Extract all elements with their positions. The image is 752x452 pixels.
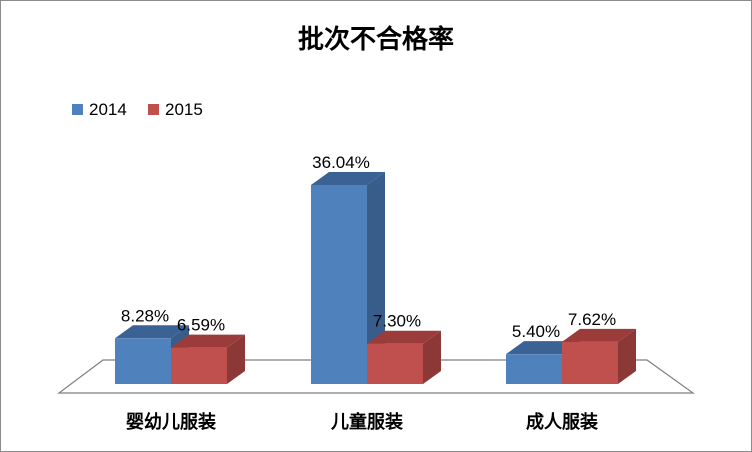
category-label-1: 婴幼儿服装 [126,411,216,433]
chart-title: 批次不合格率 [298,24,454,55]
bar-side [227,334,245,384]
chart-floor [57,359,695,394]
bar-front [562,341,618,384]
data-label-2014-1: 8.28% [121,306,169,325]
data-label-2015-1: 6.59% [177,316,225,335]
data-label-2015-3: 7.62% [568,310,616,329]
bar-top [367,330,441,344]
bar-top [171,334,245,348]
legend: 2014 2015 [72,100,203,119]
bar-top [115,325,189,339]
legend-swatch-2015 [148,104,159,115]
bar-side [618,328,636,384]
bar-2014-2 [311,172,385,384]
bar-top [562,328,636,342]
bar-top [311,172,385,185]
legend-label-2014: 2014 [89,100,127,119]
data-label-2015-2: 7.30% [373,312,421,331]
legend-label-2015: 2015 [165,100,203,119]
bars-layer [115,172,636,384]
category-labels-layer: 婴幼儿服装 儿童服装 成人服装 [126,411,598,433]
bar-front [171,347,227,384]
bar-top [506,341,580,355]
bar-front [115,338,171,384]
data-labels-layer: 8.28% 6.59% 36.04% 7.30% 5.40% 7.62% [121,153,616,341]
bar-2015-2 [367,330,441,384]
category-label-2: 儿童服装 [330,411,403,433]
bar-side [423,330,441,384]
data-label-2014-3: 5.40% [512,322,560,341]
bar-2015-3 [562,328,636,384]
legend-swatch-2014 [72,104,83,115]
bar-2015-1 [171,334,245,384]
bar-side [367,172,385,384]
data-label-2014-2: 36.04% [312,153,370,172]
bar-front [506,354,562,384]
chart-floor-layer [57,359,695,394]
bar-front [311,185,367,384]
category-label-3: 成人服装 [526,411,598,433]
bar-front [367,343,423,384]
